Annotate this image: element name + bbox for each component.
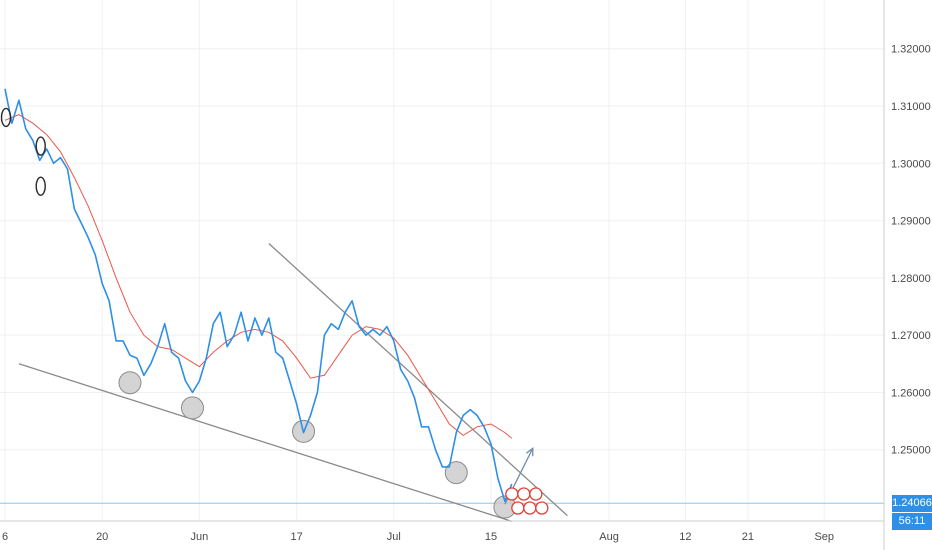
series-layer [4, 88, 513, 503]
grid-lines [0, 0, 884, 521]
event-flag-icon [535, 501, 549, 515]
trendline [18, 363, 513, 522]
highlight-ring [35, 176, 46, 196]
x-tick-label: 20 [96, 531, 108, 543]
event-flag-icon [523, 501, 537, 515]
x-tick-label: 17 [290, 531, 302, 543]
y-tick-label: 1.27000 [891, 330, 931, 342]
touch-point-marker [444, 461, 468, 485]
x-tick-label: 6 [2, 531, 8, 543]
event-flag-icon [511, 501, 525, 515]
moving-average-line [4, 114, 513, 439]
y-tick-label: 1.29000 [891, 216, 931, 228]
annotation-layer [0, 243, 884, 522]
trendline [268, 243, 568, 517]
y-tick-label: 1.30000 [891, 158, 931, 170]
bar-countdown-tag: 56:11 [892, 513, 932, 531]
x-tick-label: Jun [191, 531, 209, 543]
annotation-overlay [0, 107, 549, 515]
highlight-ring [35, 136, 46, 156]
x-tick-label: Sep [814, 531, 834, 543]
touch-point-marker [118, 371, 142, 395]
event-flag-icon [505, 487, 519, 501]
y-tick-label: 1.28000 [891, 273, 931, 285]
x-tick-label: Jul [387, 531, 401, 543]
y-tick-label: 1.32000 [891, 44, 931, 56]
last-price-tag: 1.24066 [892, 495, 932, 513]
touch-point-marker [180, 396, 204, 420]
price-line [4, 88, 513, 503]
projection-arrow-head [526, 446, 534, 457]
x-tick-label: Aug [599, 531, 619, 543]
y-tick-label: 1.25000 [891, 445, 931, 457]
x-tick-label: 15 [485, 531, 497, 543]
y-tick-label: 1.31000 [891, 101, 931, 113]
y-tick-label: 1.26000 [891, 387, 931, 399]
event-flag-icon [529, 487, 543, 501]
event-flag-icon [517, 487, 531, 501]
x-tick-label: 21 [742, 531, 754, 543]
x-tick-label: 12 [679, 531, 691, 543]
highlight-ring [0, 107, 12, 128]
